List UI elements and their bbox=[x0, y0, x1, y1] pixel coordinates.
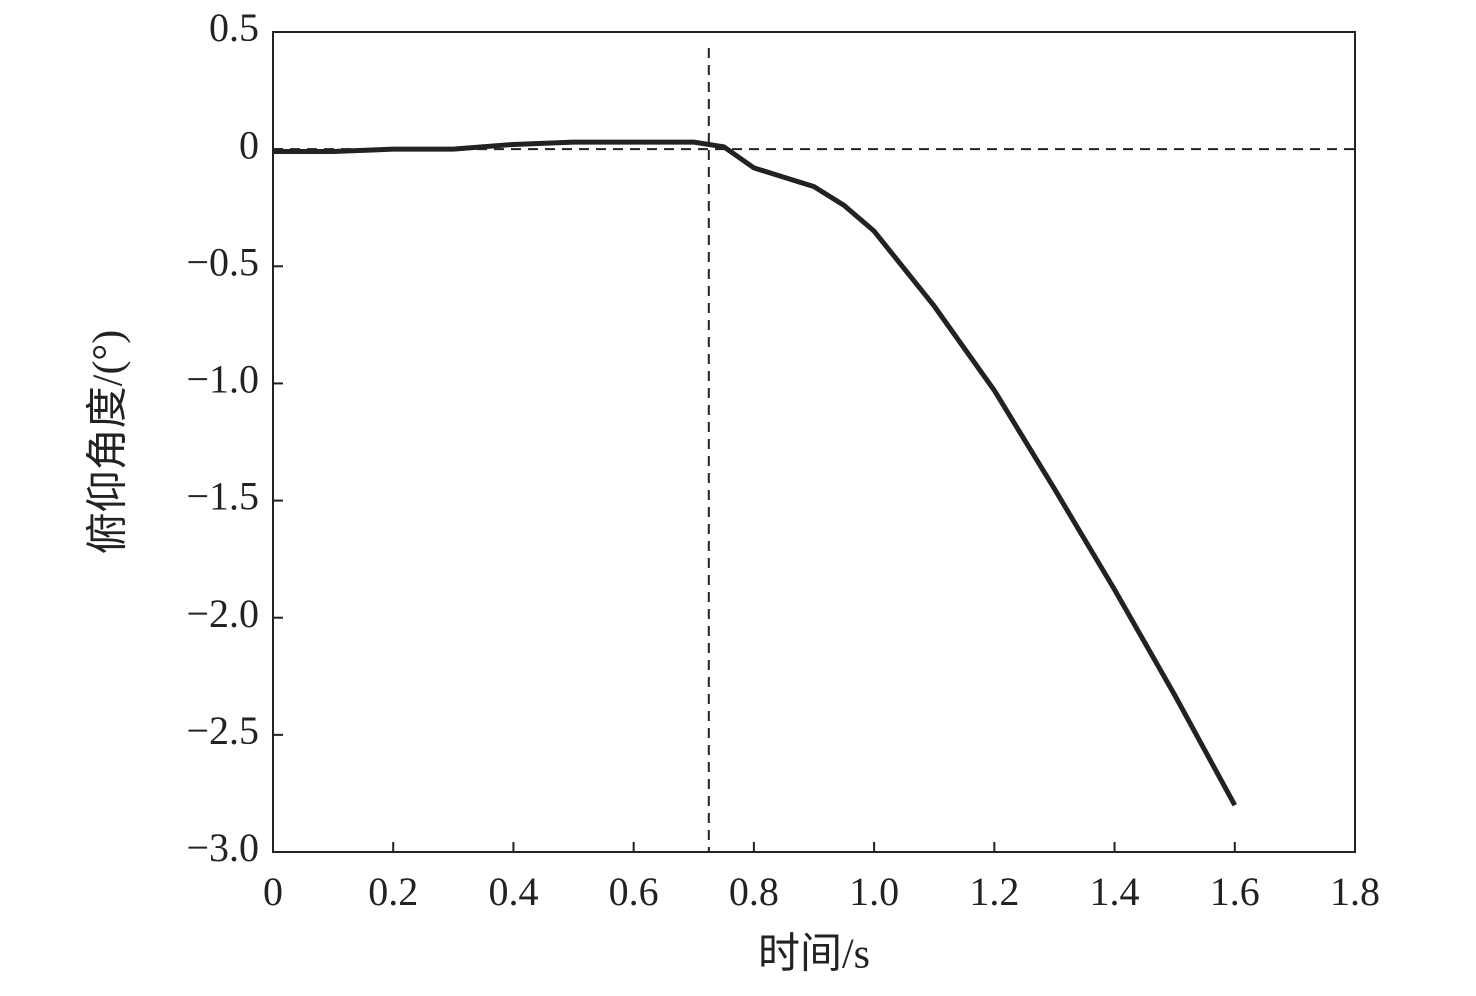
x-tick-label: 0.4 bbox=[488, 869, 538, 914]
y-tick-label: −1.0 bbox=[186, 357, 259, 402]
x-axis-title: 时间/s bbox=[758, 932, 870, 978]
y-tick-label: 0.5 bbox=[209, 5, 259, 50]
data-line bbox=[273, 139, 1237, 807]
y-tick-label: 0 bbox=[239, 122, 259, 167]
x-tick-label: 1.6 bbox=[1210, 869, 1260, 914]
x-tick-label: 1.8 bbox=[1330, 869, 1380, 914]
y-tick-label: −1.5 bbox=[186, 474, 259, 519]
y-tick-label: −2.5 bbox=[186, 708, 259, 753]
x-tick-label: 0.8 bbox=[729, 869, 779, 914]
y-axis-title: 俯仰角度/(°) bbox=[85, 330, 132, 554]
y-tick-label: −3.0 bbox=[186, 825, 259, 870]
plot-frame bbox=[272, 31, 1356, 853]
x-tick-label: 0.6 bbox=[609, 869, 659, 914]
y-tick-label: −2.0 bbox=[186, 591, 259, 636]
x-tick-label: 1.0 bbox=[849, 869, 899, 914]
x-tick-label: 0.2 bbox=[368, 869, 418, 914]
y-tick-label: −0.5 bbox=[186, 239, 259, 284]
x-tick-label: 1.2 bbox=[969, 869, 1019, 914]
x-tick-label: 1.4 bbox=[1090, 869, 1140, 914]
x-tick-label: 0 bbox=[263, 869, 283, 914]
